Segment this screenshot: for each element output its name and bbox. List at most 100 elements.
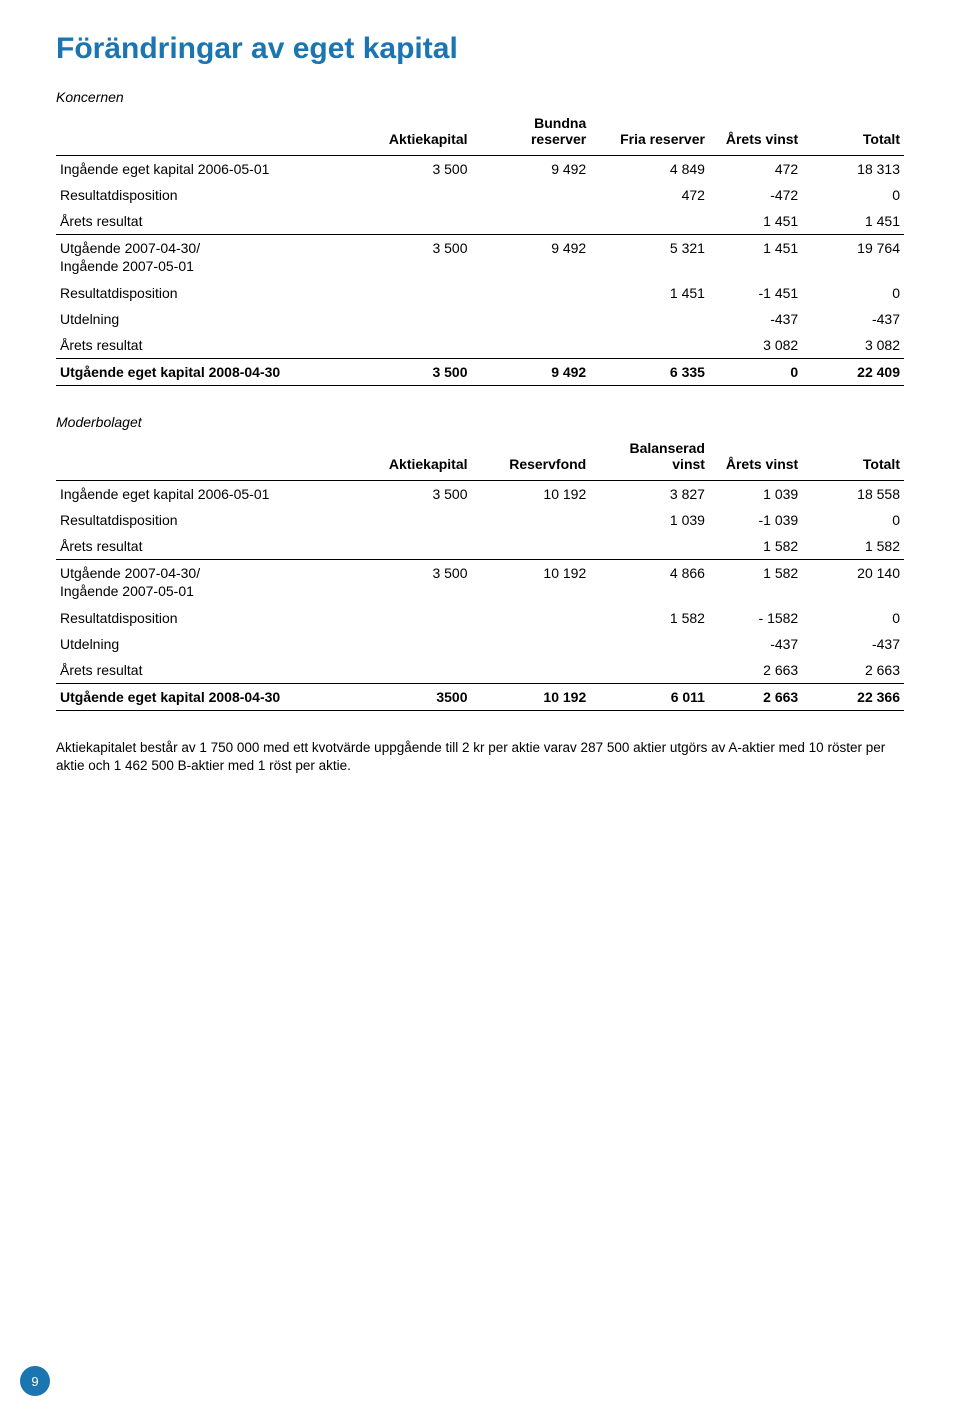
cell xyxy=(361,507,471,533)
cell: 472 xyxy=(590,182,709,208)
cell: -1 451 xyxy=(709,280,802,306)
table-row: Årets resultat1 5821 582 xyxy=(56,533,904,560)
col-header: Reservfond xyxy=(472,436,591,481)
row-label: Resultatdisposition xyxy=(56,507,361,533)
koncernen-body: Ingående eget kapital 2006-05-013 500 9 4… xyxy=(56,156,904,386)
col-header xyxy=(56,111,361,156)
cell: 18 558 xyxy=(802,481,904,508)
cell xyxy=(472,507,591,533)
cell xyxy=(590,657,709,684)
cell: 1 451 xyxy=(709,208,802,235)
cell xyxy=(472,208,591,235)
footnote-text: Aktiekapitalet består av 1 750 000 med e… xyxy=(56,739,904,775)
table-row: Utgående eget kapital 2008-04-303 5009 4… xyxy=(56,359,904,386)
moderbolaget-label: Moderbolaget xyxy=(56,414,904,430)
cell: 3 082 xyxy=(802,332,904,359)
cell: 4 866 xyxy=(590,560,709,606)
row-label: Ingående eget kapital 2006-05-01 xyxy=(56,156,361,183)
col-header: Aktiekapital xyxy=(361,436,471,481)
row-label: Utdelning xyxy=(56,306,361,332)
cell xyxy=(472,631,591,657)
cell: 3 500 xyxy=(361,156,471,183)
row-label: Resultatdisposition xyxy=(56,605,361,631)
cell xyxy=(472,332,591,359)
koncernen-label: Koncernen xyxy=(56,89,904,105)
cell xyxy=(590,332,709,359)
col-header: Årets vinst xyxy=(709,436,802,481)
col-header: Aktiekapital xyxy=(361,111,471,156)
cell: 1 582 xyxy=(709,560,802,606)
cell: 0 xyxy=(802,605,904,631)
table-row: Årets resultat 2 6632 663 xyxy=(56,657,904,684)
table-row: Resultatdisposition 1 039-1 0390 xyxy=(56,507,904,533)
row-label: Resultatdisposition xyxy=(56,182,361,208)
cell: 1 451 xyxy=(802,208,904,235)
row-label: Utdelning xyxy=(56,631,361,657)
cell xyxy=(590,208,709,235)
cell xyxy=(472,657,591,684)
cell: 9 492 xyxy=(472,359,591,386)
cell xyxy=(472,182,591,208)
row-label: Årets resultat xyxy=(56,208,361,235)
cell: -437 xyxy=(802,306,904,332)
page-number: 9 xyxy=(31,1374,38,1389)
cell: 10 192 xyxy=(472,481,591,508)
cell: 2 663 xyxy=(709,657,802,684)
cell xyxy=(361,306,471,332)
cell: -1 039 xyxy=(709,507,802,533)
table-row: Resultatdisposition472-4720 xyxy=(56,182,904,208)
cell xyxy=(590,533,709,560)
cell: 1 582 xyxy=(709,533,802,560)
table-row: Utgående eget kapital 2008-04-30350010 1… xyxy=(56,684,904,711)
cell xyxy=(361,332,471,359)
cell xyxy=(361,182,471,208)
cell xyxy=(472,533,591,560)
table-row: Utdelning -437-437 xyxy=(56,306,904,332)
cell: -437 xyxy=(802,631,904,657)
page-title: Förändringar av eget kapital xyxy=(56,32,904,65)
cell: 0 xyxy=(802,507,904,533)
table-row: Utdelning -437-437 xyxy=(56,631,904,657)
cell: 1 451 xyxy=(709,235,802,281)
table-row: Resultatdisposition1 451-1 4510 xyxy=(56,280,904,306)
cell: -437 xyxy=(709,631,802,657)
row-label: Årets resultat xyxy=(56,533,361,560)
cell: 22 366 xyxy=(802,684,904,711)
col-header: Årets vinst xyxy=(709,111,802,156)
cell: 1 039 xyxy=(590,507,709,533)
table-row: Resultatdisposition1 582- 15820 xyxy=(56,605,904,631)
cell: 3 827 xyxy=(590,481,709,508)
cell: 3 500 xyxy=(361,481,471,508)
col-header: Balanserad vinst xyxy=(590,436,709,481)
cell xyxy=(361,605,471,631)
cell: 19 764 xyxy=(802,235,904,281)
cell: 3500 xyxy=(361,684,471,711)
cell: -472 xyxy=(709,182,802,208)
row-label: Utgående 2007-04-30/Ingående 2007-05-01 xyxy=(56,560,361,606)
cell: -437 xyxy=(709,306,802,332)
col-header: Fria reserver xyxy=(590,111,709,156)
col-header: Totalt xyxy=(802,111,904,156)
cell: 6 011 xyxy=(590,684,709,711)
cell xyxy=(361,533,471,560)
cell xyxy=(472,280,591,306)
cell: 9 492 xyxy=(472,235,591,281)
koncernen-header-row: Aktiekapital Bundna reserver Fria reserv… xyxy=(56,111,904,156)
cell: 2 663 xyxy=(802,657,904,684)
cell xyxy=(361,631,471,657)
cell: 0 xyxy=(709,359,802,386)
cell: 18 313 xyxy=(802,156,904,183)
koncernen-table: Aktiekapital Bundna reserver Fria reserv… xyxy=(56,111,904,386)
cell: 10 192 xyxy=(472,560,591,606)
cell: 4 849 xyxy=(590,156,709,183)
cell: 472 xyxy=(709,156,802,183)
cell: 22 409 xyxy=(802,359,904,386)
cell xyxy=(590,306,709,332)
cell: 0 xyxy=(802,280,904,306)
cell: 1 582 xyxy=(590,605,709,631)
moderbolaget-body: Ingående eget kapital 2006-05-013 50010 … xyxy=(56,481,904,711)
cell xyxy=(590,631,709,657)
page-number-badge: 9 xyxy=(20,1366,50,1396)
row-label: Årets resultat xyxy=(56,657,361,684)
moderbolaget-header-row: Aktiekapital Reservfond Balanserad vinst… xyxy=(56,436,904,481)
